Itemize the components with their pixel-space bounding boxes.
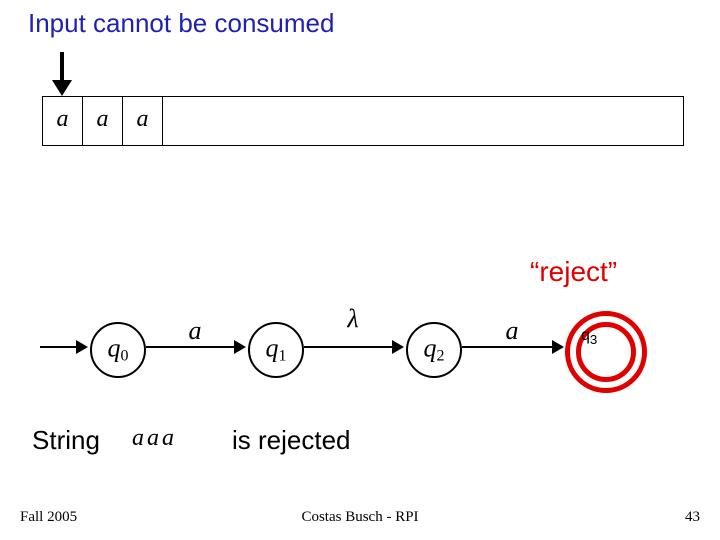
- string-suffix: is rejected: [232, 425, 351, 456]
- tape-cell: a: [43, 97, 83, 145]
- footer-left: Fall 2005: [20, 509, 77, 526]
- slide-number: 43: [685, 509, 700, 526]
- tape-symbol: a: [137, 106, 149, 133]
- slide-title: Input cannot be consumed: [28, 8, 334, 39]
- tape-symbol: a: [97, 106, 109, 133]
- transition-arrow: [462, 346, 562, 348]
- state-q2: q2: [406, 322, 462, 378]
- state-q3: q3: [576, 322, 636, 382]
- transition-label: a: [506, 316, 519, 346]
- transition-arrow: [146, 346, 244, 348]
- reject-label: “reject”: [530, 256, 617, 288]
- tape-cell: a: [83, 97, 123, 145]
- string-prefix: String: [32, 425, 100, 456]
- input-tape: a a a: [42, 96, 684, 146]
- transition-label: λ: [347, 304, 358, 334]
- state-label: q2: [424, 333, 445, 365]
- tape-cell: a: [123, 97, 163, 145]
- state-q0: q0: [90, 322, 146, 378]
- state-q1: q1: [248, 322, 304, 378]
- state-label: q3: [581, 327, 597, 344]
- initial-arrow: [40, 346, 86, 348]
- state-label: q0: [108, 333, 129, 365]
- tape-blank-region: [163, 97, 683, 145]
- footer-center: Costas Busch - RPI: [301, 509, 418, 526]
- tape-symbol: a: [57, 106, 69, 133]
- tape-head-arrow: [54, 52, 70, 96]
- automaton-diagram: q0 a q1 λ q2 a q3: [0, 310, 720, 400]
- transition-arrow: [304, 346, 402, 348]
- state-label: q1: [266, 333, 287, 365]
- transition-label: a: [189, 316, 202, 346]
- string-token: aaa: [132, 425, 177, 452]
